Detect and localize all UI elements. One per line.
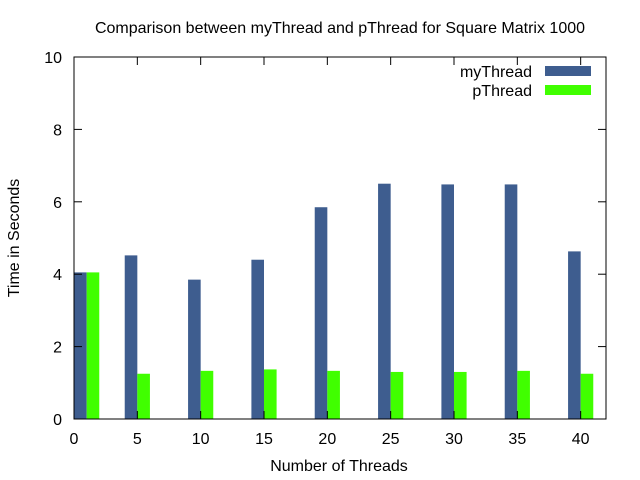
y-axis-label: Time in Seconds	[6, 179, 23, 298]
bar-pthread-1	[86, 272, 100, 419]
y-tick-label-4: 4	[53, 267, 62, 284]
x-tick-label-5: 5	[133, 431, 142, 448]
bar-pthread-25	[390, 371, 404, 419]
x-axis-label: Number of Threads	[270, 458, 408, 475]
bar-mythread-1	[74, 272, 87, 419]
legend-swatch-pthread	[545, 85, 591, 95]
bar-pthread-30	[454, 371, 467, 419]
legend: myThread pThread	[460, 64, 591, 100]
x-tick-label-20: 20	[318, 431, 336, 448]
chart-title: Comparison between myThread and pThread …	[95, 20, 585, 37]
bar-mythread-20	[314, 207, 328, 419]
bar-mythread-15	[251, 259, 264, 419]
legend-label-pthread: pThread	[472, 83, 532, 100]
plot-frame	[73, 56, 607, 420]
plot-area: 0 2 4 6 8 10 0 5 10 15 20 25 30 35 40	[44, 50, 607, 448]
bar-pthread-15	[264, 369, 277, 419]
x-tick-label-15: 15	[255, 431, 273, 448]
bar-pthread-5	[137, 373, 150, 419]
y-tick-label-6: 6	[53, 195, 62, 212]
legend-label-mythread: myThread	[460, 64, 532, 81]
y-tick-label-8: 8	[53, 122, 62, 139]
y-tick-label-10: 10	[44, 50, 62, 67]
x-tick-label-10: 10	[192, 431, 210, 448]
x-tick-label-25: 25	[382, 431, 400, 448]
bar-pthread-40	[580, 373, 594, 419]
bar-pthread-20	[327, 370, 340, 419]
x-tick-label-0: 0	[70, 431, 79, 448]
bar-mythread-40	[568, 251, 581, 419]
bar-pthread-10	[200, 370, 214, 419]
y-tick-label-2: 2	[53, 340, 62, 357]
x-tick-label-30: 30	[445, 431, 463, 448]
bar-mythread-30	[441, 184, 454, 419]
bar-mythread-35	[504, 184, 518, 419]
bar-pthread-35	[517, 370, 530, 419]
bar-mythread-25	[378, 183, 391, 419]
x-tick-label-35: 35	[508, 431, 526, 448]
legend-swatch-mythread	[545, 66, 591, 76]
x-tick-label-40: 40	[572, 431, 590, 448]
bar-mythread-5	[124, 255, 138, 419]
y-tick-label-0: 0	[53, 412, 62, 429]
bar-mythread-10	[188, 279, 201, 419]
